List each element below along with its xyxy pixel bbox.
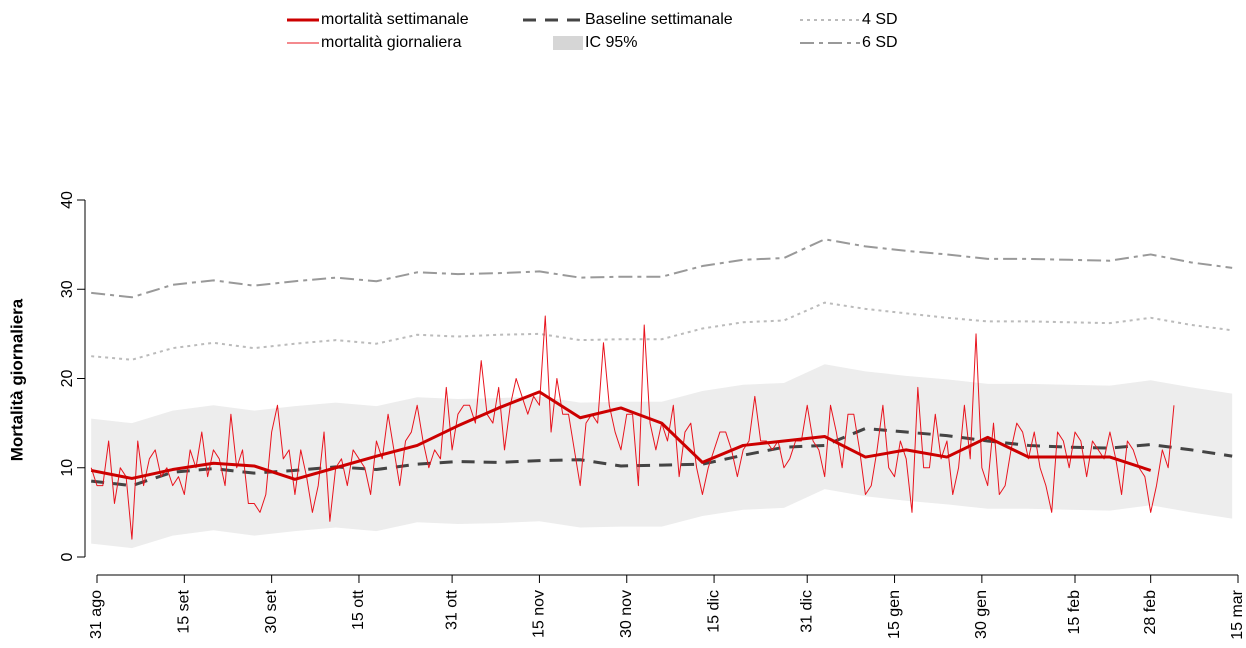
x-tick-label: 15 mar: [1229, 589, 1246, 639]
legend-label: 4 SD: [862, 11, 898, 28]
y-axis-label: Mortalità giornaliera: [7, 298, 26, 461]
y-tick-label: 40: [59, 191, 76, 209]
x-tick-label: 15 dic: [705, 590, 722, 633]
x-tick-label: 15 gen: [886, 590, 903, 639]
x-tick-label: 15 set: [176, 589, 193, 633]
legend-swatch: [553, 36, 583, 50]
x-tick-label: 30 gen: [973, 590, 990, 639]
x-tick-label: 31 dic: [798, 590, 815, 633]
y-tick-label: 30: [59, 280, 76, 298]
x-tick-label: 15 ott: [350, 589, 367, 630]
series-line: [91, 301, 1233, 361]
x-tick-label: 28 feb: [1142, 590, 1159, 635]
x-tick-label: 15 nov: [531, 590, 548, 638]
y-tick-label: 0: [59, 552, 76, 561]
x-tick-label: 31 ago: [88, 590, 105, 639]
legend-label: 6 SD: [862, 34, 898, 51]
legend-label: mortalità settimanale: [321, 11, 469, 28]
legend-label: mortalità giornaliera: [321, 34, 462, 51]
series-line: [91, 238, 1233, 299]
series-line: [91, 426, 1233, 488]
x-tick-label: 30 set: [263, 589, 280, 633]
legend-label: IC 95%: [585, 34, 637, 51]
x-tick-label: 31 ott: [443, 589, 460, 630]
y-tick-label: 10: [59, 459, 76, 477]
series-line: [90, 390, 1152, 481]
series-line: [90, 315, 1175, 540]
x-tick-label: 30 nov: [618, 590, 635, 638]
legend-label: Baseline settimanale: [585, 11, 733, 28]
y-tick-label: 20: [59, 370, 76, 388]
x-tick-label: 15 feb: [1066, 590, 1083, 635]
confidence-band: [91, 364, 1233, 549]
